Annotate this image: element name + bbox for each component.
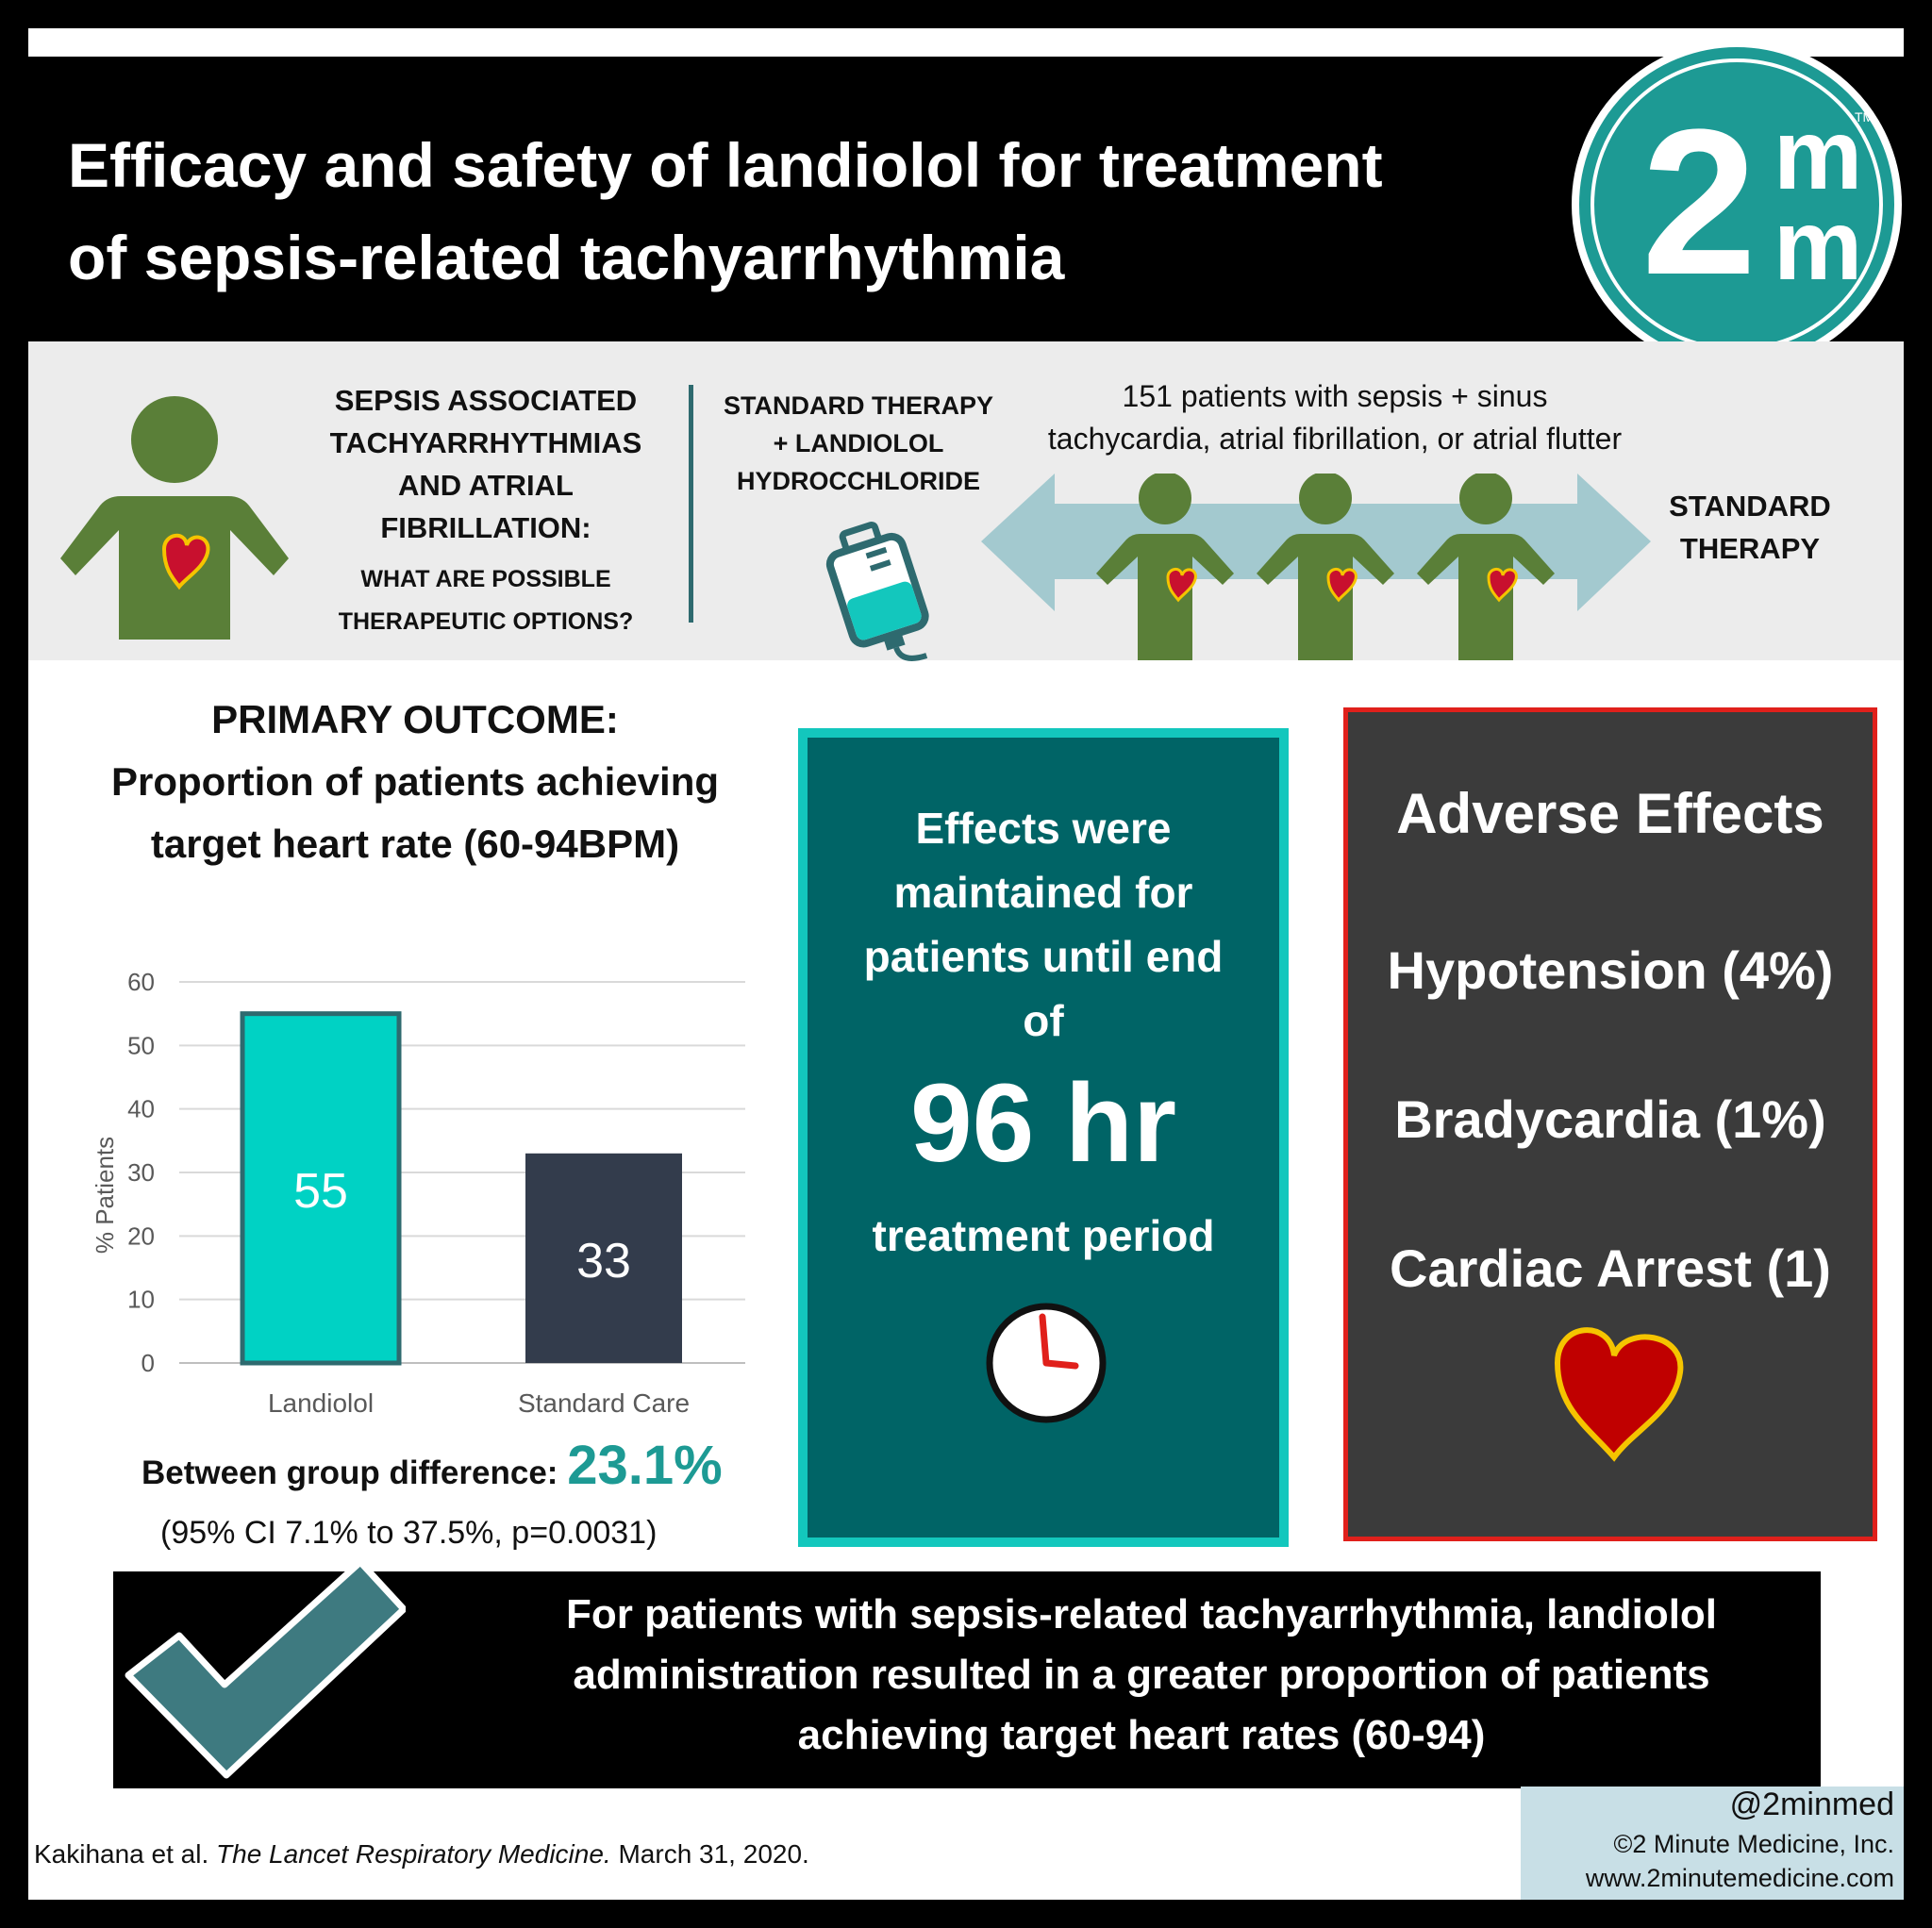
adverse-effects-box: Adverse Effects Hypotension (4%) Bradyca…	[1343, 707, 1877, 1541]
sepsis-heading-line: AND ATRIAL	[398, 469, 574, 502]
chart-bars: 55 33	[240, 1011, 682, 1366]
conclusion-line: administration resulted in a greater pro…	[573, 1652, 1710, 1698]
chart-x-labels: Landiolol Standard Care	[268, 1388, 690, 1418]
citation: Kakihana et al. The Lancet Respiratory M…	[34, 1839, 809, 1870]
y-tick-label: 50	[127, 1031, 155, 1059]
landiolol-arm-line: HYDROCCHLORIDE	[736, 467, 980, 495]
chart-y-ticks: 0 10 20 30 40 50 60	[127, 968, 155, 1377]
conclusion-bar: For patients with sepsis-related tachyar…	[113, 1562, 1821, 1788]
title-line-1: Efficacy and safety of landiolol for tre…	[68, 130, 1383, 200]
standard-arm-label: STANDARD THERAPY	[1641, 485, 1858, 570]
2mm-logo: 2 m m TM	[1572, 40, 1902, 370]
conclusion-line: For patients with sepsis-related tachyar…	[565, 1591, 1718, 1637]
study-overview-band: SEPSIS ASSOCIATED TACHYARRHYTHMIAS AND A…	[28, 341, 1904, 661]
primary-outcome-line: Proportion of patients achieving	[110, 759, 720, 804]
landiolol-arm-line: + LANDIOLOL	[773, 429, 944, 457]
heart-icon	[1554, 1327, 1684, 1462]
effects-maintained-box: Effects were maintained for patients unt…	[798, 728, 1289, 1547]
confidence-interval: (95% CI 7.1% to 37.5%, p=0.0031)	[160, 1515, 658, 1551]
effects-duration: 96 hr	[909, 1061, 1177, 1186]
patient-group	[1096, 474, 1555, 660]
x-category-label: Standard Care	[518, 1388, 690, 1418]
sepsis-heading-line: SEPSIS ASSOCIATED	[334, 384, 638, 417]
y-tick-label: 60	[127, 968, 155, 996]
y-tick-label: 40	[127, 1095, 155, 1123]
logo-letter-top: m	[1774, 99, 1863, 210]
primary-outcome-line: target heart rate (60-94BPM)	[150, 822, 680, 866]
social-handle: @2minmed	[1729, 1787, 1894, 1822]
effects-period: treatment period	[872, 1211, 1215, 1260]
effects-line: maintained for	[893, 868, 1193, 917]
sepsis-heading: SEPSIS ASSOCIATED TACHYARRHYTHMIAS AND A…	[302, 379, 670, 549]
y-tick-label: 10	[127, 1286, 155, 1314]
adverse-effects-title: Adverse Effects	[1396, 782, 1824, 845]
y-tick-label: 0	[142, 1349, 155, 1377]
between-group-difference: Between group difference: 23.1%	[142, 1434, 821, 1497]
effects-line: Effects were	[915, 804, 1172, 853]
logo-trademark: TM	[1855, 109, 1874, 125]
sepsis-question: WHAT ARE POSSIBLE THERAPEUTIC OPTIONS?	[302, 558, 670, 643]
difference-label: Between group difference:	[142, 1454, 558, 1491]
credit-box: @2minmed ©2 Minute Medicine, Inc. www.2m…	[1521, 1787, 1904, 1900]
chart-y-axis-label: % Patients	[91, 1137, 119, 1254]
landiolol-arm-label: STANDARD THERAPY + LANDIOLOL HYDROCCHLOR…	[708, 387, 1009, 500]
primary-outcome-chart: 0 10 20 30 40 50 60 55 33 Landiolol Standard Car…	[91, 968, 745, 1418]
checkmark-icon	[125, 1562, 406, 1779]
effects-text: Effects were maintained for patients unt…	[808, 796, 1279, 1053]
y-tick-label: 30	[127, 1158, 155, 1187]
standard-arm-line: THERAPY	[1679, 532, 1821, 565]
conclusion-line: achieving target heart rates (60-94)	[797, 1712, 1486, 1758]
adverse-item-bradycardia: Bradycardia (1%)	[1394, 1089, 1826, 1149]
band-divider	[689, 385, 693, 623]
patient-figure-icon	[60, 396, 289, 640]
title-line-2: of sepsis-related tachyarrhythmia	[68, 223, 1065, 292]
logo-letter-bottom: m	[1774, 190, 1863, 301]
y-tick-label: 20	[127, 1222, 155, 1250]
bar-landiolol	[240, 1011, 402, 1366]
infographic-canvas: Efficacy and safety of landiolol for tre…	[28, 28, 1904, 1900]
landiolol-arm-line: STANDARD THERAPY	[723, 391, 993, 420]
standard-arm-line: STANDARD	[1669, 490, 1831, 523]
patients-description: 151 patients with sepsis + sinus tachyca…	[1047, 379, 1623, 456]
difference-value: 23.1%	[567, 1435, 723, 1496]
bar-data-label: 33	[576, 1234, 631, 1288]
sepsis-question-line: WHAT ARE POSSIBLE	[360, 566, 611, 592]
logo-numeral: 2	[1641, 86, 1757, 318]
sepsis-heading-line: TACHYARRHYTHMIAS	[329, 426, 642, 459]
citation-journal: The Lancet Respiratory Medicine.	[216, 1839, 611, 1869]
sepsis-heading-line: FIBRILLATION:	[380, 511, 591, 544]
citation-authors: Kakihana et al.	[34, 1839, 209, 1869]
effects-line: of	[1023, 996, 1064, 1045]
double-arrow-icon	[981, 474, 1651, 660]
effects-line: patients until end	[863, 932, 1224, 981]
primary-outcome-heading: PRIMARY OUTCOME: Proportion of patients …	[28, 689, 802, 875]
citation-date: March 31, 2020.	[618, 1839, 809, 1869]
bar-standard-care	[525, 1153, 682, 1363]
website-link[interactable]: www.2minutemedicine.com	[1585, 1864, 1894, 1892]
bar-data-label: 55	[293, 1164, 348, 1219]
primary-outcome-line: PRIMARY OUTCOME:	[211, 697, 619, 741]
conclusion-text: For patients with sepsis-related tachyar…	[481, 1585, 1802, 1766]
company-name: ©2 Minute Medicine, Inc.	[1613, 1830, 1894, 1858]
page-title: Efficacy and safety of landiolol for tre…	[68, 119, 1577, 304]
adverse-item-hypotension: Hypotension (4%)	[1387, 940, 1834, 1000]
x-category-label: Landiolol	[268, 1388, 374, 1418]
clock-icon	[986, 1303, 1107, 1423]
iv-bag-icon	[825, 521, 929, 661]
adverse-item-cardiac-arrest: Cardiac Arrest (1)	[1390, 1238, 1831, 1298]
sepsis-question-line: THERAPEUTIC OPTIONS?	[338, 608, 634, 635]
